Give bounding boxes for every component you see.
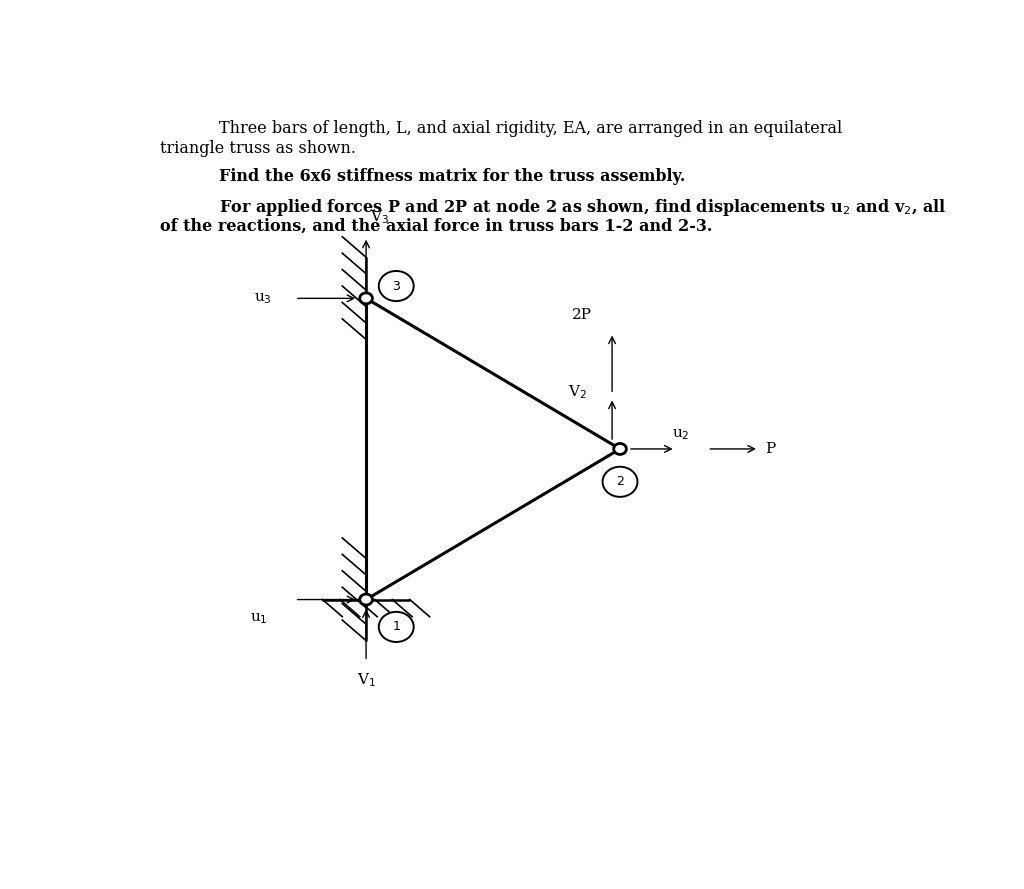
Circle shape <box>359 594 373 605</box>
Text: u$_2$: u$_2$ <box>672 428 689 442</box>
Circle shape <box>613 444 627 454</box>
Text: u$_1$: u$_1$ <box>250 612 268 626</box>
Text: V$_3$: V$_3$ <box>370 209 389 227</box>
Circle shape <box>602 467 638 497</box>
Circle shape <box>379 612 414 642</box>
Text: P: P <box>765 442 775 456</box>
Text: 1: 1 <box>392 621 400 634</box>
Text: Three bars of length, L, and axial rigidity, EA, are arranged in an equilateral: Three bars of length, L, and axial rigid… <box>219 120 843 138</box>
Text: 3: 3 <box>392 279 400 292</box>
Text: u$_3$: u$_3$ <box>254 291 271 306</box>
Text: V$_1$: V$_1$ <box>356 671 376 689</box>
Text: 2: 2 <box>616 476 624 488</box>
Text: triangle truss as shown.: triangle truss as shown. <box>160 140 355 156</box>
Circle shape <box>379 271 414 301</box>
Text: V$_2$: V$_2$ <box>568 383 588 401</box>
Text: 2P: 2P <box>572 308 593 323</box>
Text: of the reactions, and the axial force in truss bars 1-2 and 2-3.: of the reactions, and the axial force in… <box>160 218 712 235</box>
Text: Find the 6x6 stiffness matrix for the truss assembly.: Find the 6x6 stiffness matrix for the tr… <box>219 168 686 185</box>
Circle shape <box>359 292 373 304</box>
Text: For applied forces P and 2P at node 2 as shown, find displacements u$_2$ and v$_: For applied forces P and 2P at node 2 as… <box>219 197 946 218</box>
